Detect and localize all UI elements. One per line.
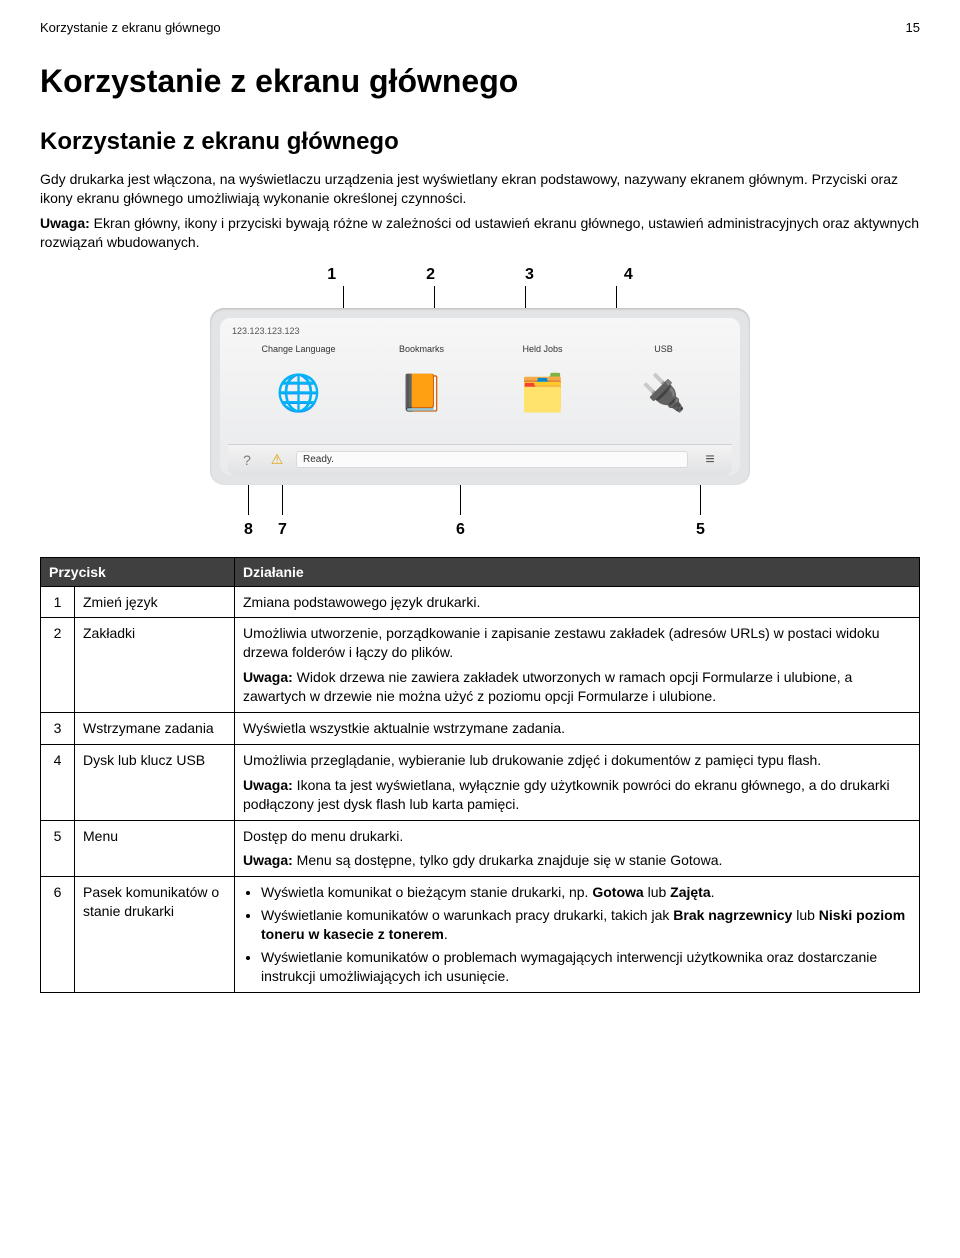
note-paragraph: Uwaga: Ekran główny, ikony i przyciski b… bbox=[40, 214, 920, 252]
note-label: Uwaga: bbox=[40, 215, 90, 231]
bookmarks-label: Bookmarks bbox=[399, 344, 444, 354]
table-row: 5MenuDostęp do menu drukarki.Uwaga: Menu… bbox=[41, 820, 920, 877]
callout-3: 3 bbox=[525, 266, 534, 284]
row-name: Zakładki bbox=[75, 618, 235, 713]
section-title: Korzystanie z ekranu głównego bbox=[40, 63, 920, 100]
callout-2: 2 bbox=[426, 266, 435, 284]
row-name: Zmień język bbox=[75, 586, 235, 618]
running-title: Korzystanie z ekranu głównego bbox=[40, 20, 221, 35]
row-number: 1 bbox=[41, 586, 75, 618]
row-number: 5 bbox=[41, 820, 75, 877]
row-number: 2 bbox=[41, 618, 75, 713]
callout-8: 8 bbox=[244, 521, 253, 539]
globe-icon: 🌐 bbox=[264, 358, 334, 428]
screen-frame: 123.123.123.123 Change Language 🌐 Bookma… bbox=[210, 308, 750, 485]
table-row: 1Zmień językZmiana podstawowego język dr… bbox=[41, 586, 920, 618]
callout-1: 1 bbox=[327, 266, 336, 284]
held-jobs-button[interactable]: Held Jobs 🗂️ bbox=[508, 344, 578, 428]
row-description: Dostęp do menu drukarki.Uwaga: Menu są d… bbox=[235, 820, 920, 877]
change-language-button[interactable]: Change Language 🌐 bbox=[261, 344, 335, 428]
folder-icon: 🗂️ bbox=[508, 358, 578, 428]
status-bar: ? ⚠ Ready. ≡ bbox=[228, 444, 732, 475]
usb-icon: 🔌 bbox=[628, 358, 698, 428]
table-header-action: Działanie bbox=[235, 557, 920, 586]
leader-lines-bottom bbox=[210, 485, 750, 521]
usb-button[interactable]: USB 🔌 bbox=[628, 344, 698, 428]
callout-5: 5 bbox=[696, 521, 705, 539]
help-icon[interactable]: ? bbox=[236, 449, 258, 471]
table-header-button: Przycisk bbox=[41, 557, 235, 586]
screen-inner: 123.123.123.123 Change Language 🌐 Bookma… bbox=[220, 318, 740, 475]
row-description: Umożliwia utworzenie, porządkowanie i za… bbox=[235, 618, 920, 713]
change-language-label: Change Language bbox=[261, 344, 335, 354]
home-screen-figure: 1 2 3 4 123.123.123.123 Change Language … bbox=[210, 266, 750, 541]
warning-icon[interactable]: ⚠ bbox=[266, 449, 288, 471]
row-name: Menu bbox=[75, 820, 235, 877]
table-row: 6Pasek komunikatów o stanie drukarkiWyśw… bbox=[41, 877, 920, 992]
row-description: Wyświetla komunikat o bieżącym stanie dr… bbox=[235, 877, 920, 992]
callout-6: 6 bbox=[456, 521, 465, 539]
top-callouts: 1 2 3 4 bbox=[210, 266, 750, 284]
subsection-title: Korzystanie z ekranu głównego bbox=[40, 128, 920, 156]
held-jobs-label: Held Jobs bbox=[522, 344, 562, 354]
callout-7: 7 bbox=[278, 521, 287, 539]
leader-lines-top bbox=[210, 286, 750, 308]
row-name: Dysk lub klucz USB bbox=[75, 744, 235, 820]
row-number: 6 bbox=[41, 877, 75, 992]
usb-label: USB bbox=[654, 344, 673, 354]
status-message[interactable]: Ready. bbox=[296, 451, 688, 468]
row-description: Umożliwia przeglądanie, wybieranie lub d… bbox=[235, 744, 920, 820]
row-description: Zmiana podstawowego język drukarki. bbox=[235, 586, 920, 618]
page-header: Korzystanie z ekranu głównego 15 bbox=[40, 20, 920, 35]
buttons-table: Przycisk Działanie 1Zmień językZmiana po… bbox=[40, 557, 920, 993]
note-body: Ekran główny, ikony i przyciski bywają r… bbox=[40, 215, 919, 250]
bookmarks-button[interactable]: Bookmarks 📙 bbox=[387, 344, 457, 428]
table-row: 4Dysk lub klucz USBUmożliwia przeglądani… bbox=[41, 744, 920, 820]
callout-4: 4 bbox=[624, 266, 633, 284]
row-number: 4 bbox=[41, 744, 75, 820]
bookmark-icon: 📙 bbox=[387, 358, 457, 428]
row-description: Wyświetla wszystkie aktualnie wstrzymane… bbox=[235, 713, 920, 745]
row-name: Wstrzymane zadania bbox=[75, 713, 235, 745]
intro-paragraph: Gdy drukarka jest włączona, na wyświetla… bbox=[40, 170, 920, 208]
menu-icon[interactable]: ≡ bbox=[696, 452, 724, 468]
icon-row: Change Language 🌐 Bookmarks 📙 Held Jobs … bbox=[228, 338, 732, 444]
page-number: 15 bbox=[906, 20, 920, 35]
table-row: 2ZakładkiUmożliwia utworzenie, porządkow… bbox=[41, 618, 920, 713]
table-row: 3Wstrzymane zadaniaWyświetla wszystkie a… bbox=[41, 713, 920, 745]
row-number: 3 bbox=[41, 713, 75, 745]
bottom-callouts: 8 7 6 5 bbox=[210, 521, 750, 541]
row-name: Pasek komunikatów o stanie drukarki bbox=[75, 877, 235, 992]
ip-address: 123.123.123.123 bbox=[228, 324, 732, 338]
